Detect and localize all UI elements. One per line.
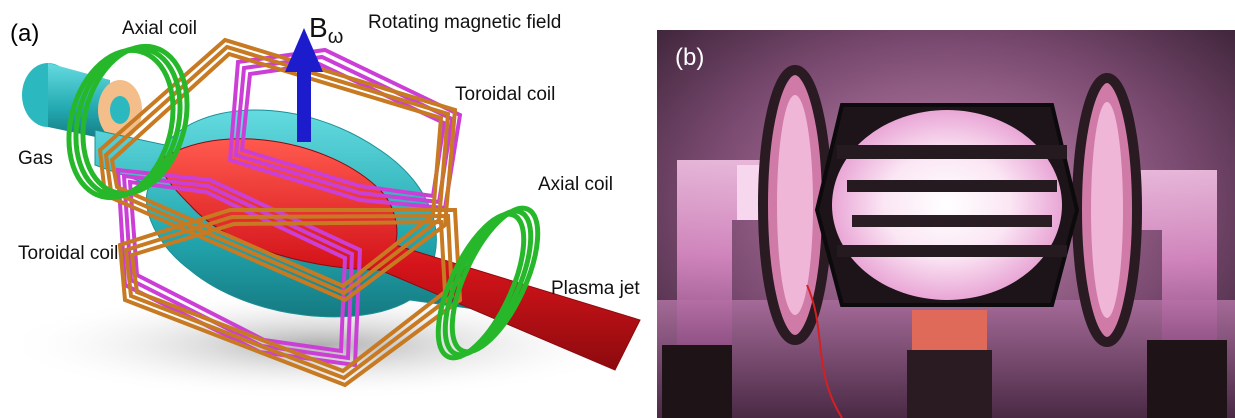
label-rotating-field: Rotating magnetic field: [368, 12, 562, 33]
device-photo: [657, 30, 1235, 418]
label-gas: Gas: [18, 148, 53, 169]
left-flange: [758, 65, 832, 345]
plasma: [159, 138, 641, 371]
axial-coil-left: [66, 43, 190, 201]
label-axial-coil-right: Axial coil: [538, 174, 613, 195]
panel-b-letter: (b): [675, 44, 705, 71]
label-toroidal-coil-left: Toroidal coil: [18, 243, 119, 264]
vessel-base: [912, 310, 987, 350]
glowing-vessel: [814, 103, 1080, 307]
panel-a-letter: (a): [10, 20, 40, 47]
schematic-panel: (a) Axial coil Bω Rotating magnetic fiel…: [0, 12, 641, 400]
axial-coil-right: [435, 205, 541, 361]
label-toroidal-coil-top: Toroidal coil: [455, 84, 556, 105]
right-mount: [1147, 340, 1227, 418]
left-mount: [662, 345, 732, 418]
photo-panel: (b): [657, 30, 1235, 418]
support-stand: [907, 350, 992, 418]
cable: [806, 284, 843, 418]
label-plasma-jet: Plasma jet: [551, 278, 640, 299]
field-symbol-letter: B: [309, 12, 328, 43]
device-schematic: [0, 28, 641, 400]
rotating-field-arrow: [285, 28, 323, 142]
floor-shadow: [0, 290, 640, 400]
field-symbol: Bω: [309, 12, 343, 49]
field-symbol-subscript: ω: [327, 26, 344, 48]
label-axial-coil-top: Axial coil: [122, 18, 197, 39]
right-flange: [1072, 73, 1142, 347]
